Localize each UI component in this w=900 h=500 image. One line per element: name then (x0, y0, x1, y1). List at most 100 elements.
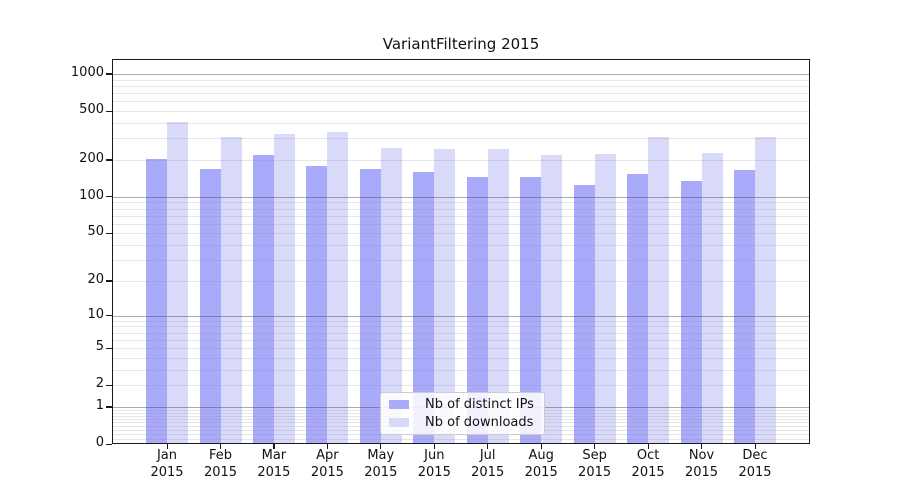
x-tick-label: Sep 2015 (566, 448, 624, 481)
y-tick-label: 1 (95, 397, 104, 413)
y-tick-mark (106, 159, 112, 161)
y-tick-label: 500 (79, 102, 104, 117)
gridline-minor (112, 332, 810, 334)
x-tick-label: Feb 2015 (192, 448, 250, 481)
bar-distinct-ips (466, 177, 488, 444)
gridline-minor (112, 339, 810, 341)
x-tick-label: May 2015 (352, 448, 410, 481)
plot-area: 1000 500 200 100 50 20 10 5 2 1 0 Jan 2015 Feb 2015 Mar… (71, 59, 810, 480)
x-tick-mark (433, 444, 435, 449)
bar-distinct-ips (680, 180, 702, 444)
x-tick-label-year: 2015 (578, 464, 612, 480)
y-tick-label: 200 (79, 150, 104, 166)
gridline-minor (112, 233, 810, 235)
gridline-minor (112, 245, 810, 247)
y-tick-mark (106, 406, 112, 408)
x-tick-label: Oct 2015 (619, 448, 677, 481)
x-tick-label-month: Dec (742, 448, 768, 463)
gridline-minor (112, 385, 810, 387)
x-tick-mark (594, 444, 596, 449)
x-tick-mark (701, 444, 703, 449)
x-tick-label-month: Oct (636, 448, 660, 463)
x-tick-label-month: Jun (424, 448, 445, 463)
x-tick-label: Jan 2015 (138, 448, 196, 481)
x-tick-label: Apr 2015 (298, 448, 356, 481)
x-tick-label: Jul 2015 (459, 448, 517, 481)
gridline-major (112, 196, 810, 198)
gridline-minor (112, 101, 810, 103)
y-tick-mark (106, 280, 112, 282)
x-tick-label-year: 2015 (203, 464, 238, 480)
gridline-minor (112, 79, 810, 81)
y-tick-label: 20 (87, 271, 104, 287)
bar-downloads (541, 154, 563, 444)
x-tick-label-month: May (367, 448, 395, 463)
x-tick-mark (754, 444, 756, 449)
x-tick-label: Mar 2015 (245, 448, 303, 481)
gridline-minor (112, 357, 810, 359)
gridline-minor (112, 215, 810, 217)
x-tick-label: Nov 2015 (673, 448, 731, 481)
gridline-minor (112, 111, 810, 112)
bar-downloads (380, 148, 402, 444)
x-tick-label-year: 2015 (738, 464, 772, 480)
gridline-minor (112, 326, 810, 328)
x-tick-label-year: 2015 (684, 464, 719, 480)
bar-downloads (701, 152, 723, 444)
bar-downloads (327, 132, 349, 444)
bar-distinct-ips (146, 158, 167, 444)
y-tick-label: 100 (79, 187, 104, 203)
y-tick-mark (106, 196, 112, 198)
y-tick-mark (106, 110, 112, 112)
bar-distinct-ips (359, 168, 381, 444)
x-tick-mark (166, 444, 168, 449)
y-tick-mark (106, 315, 112, 317)
gridline-major (112, 73, 810, 75)
y-tick-label: 2 (95, 376, 104, 392)
x-tick-label: Dec 2015 (726, 448, 784, 481)
gridline-minor (112, 260, 810, 262)
x-tick-label-month: Apr (316, 448, 339, 463)
bar-distinct-ips (520, 177, 542, 444)
x-tick-label-month: Mar (261, 448, 287, 463)
x-tick-mark (647, 444, 649, 449)
x-tick-label-year: 2015 (631, 464, 665, 480)
x-tick-mark (540, 444, 542, 449)
x-tick-label-year: 2015 (310, 464, 344, 480)
bar-distinct-ips (627, 173, 649, 444)
gridline-minor (112, 223, 810, 225)
bar-distinct-ips (573, 185, 595, 444)
x-tick-label-month: Jan (156, 448, 178, 463)
x-tick-label-month: Nov (688, 448, 715, 463)
y-tick-mark (106, 384, 112, 386)
y-tick-label: 10 (87, 306, 104, 322)
x-tick-label-year: 2015 (150, 464, 184, 480)
gridline-major (112, 315, 810, 317)
x-tick-label-year: 2015 (471, 464, 505, 480)
bar-downloads (755, 136, 776, 444)
x-tick-label-year: 2015 (417, 464, 451, 480)
bar-downloads (273, 134, 295, 444)
y-tick-mark (106, 443, 112, 445)
x-tick-mark (487, 444, 489, 449)
y-tick-mark (106, 73, 112, 75)
legend-label-distinct-ips: Nb of distinct IPs (425, 397, 534, 412)
gridline-minor (112, 202, 810, 204)
bar-downloads (648, 136, 670, 444)
gridline-minor (112, 93, 810, 94)
gridline-minor (112, 438, 810, 440)
x-tick-mark (220, 444, 222, 449)
y-tick-label: 5 (95, 339, 104, 354)
y-tick-label: 50 (87, 224, 104, 240)
legend: Nb of distinct IPs Nb of downloads (380, 392, 545, 435)
bar-distinct-ips (734, 170, 755, 444)
x-tick-label-month: Aug (528, 448, 554, 463)
x-tick-label-month: Feb (208, 448, 233, 463)
chart-title: VariantFiltering 2015 (382, 35, 540, 53)
y-tick-mark (106, 347, 112, 349)
gridline-minor (112, 85, 810, 87)
x-tick-label: Jun 2015 (405, 448, 463, 481)
x-tick-mark (273, 444, 275, 449)
x-tick-label: Aug 2015 (512, 448, 570, 481)
gridline-minor (112, 122, 810, 124)
